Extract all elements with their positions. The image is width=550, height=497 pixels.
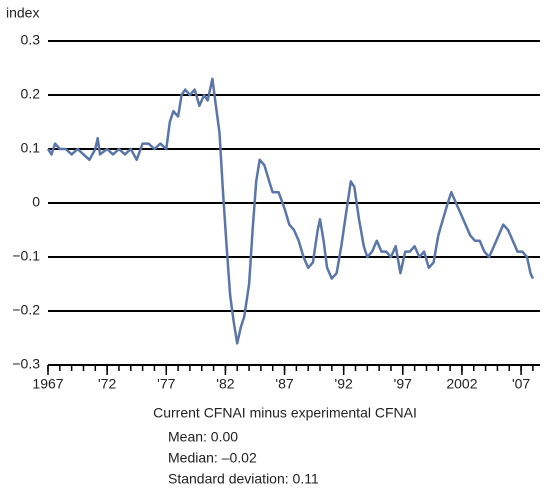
x-tick-label: 2002 [446, 376, 477, 392]
annotation: Standard deviation: 0.11 [168, 471, 319, 487]
data-line [46, 77, 535, 345]
x-tick-label: '97 [394, 376, 412, 392]
y-tick-label: −0.2 [12, 302, 40, 318]
x-tick-label: 1967 [32, 376, 63, 392]
y-tick-label: 0.2 [21, 86, 41, 102]
y-tick-label: −0.3 [12, 356, 40, 372]
x-tick-label: '07 [512, 376, 530, 392]
annotation: Mean: 0.00 [168, 429, 238, 445]
annotation: Current CFNAI minus experimental CFNAI [153, 405, 417, 421]
y-tick-label: 0.1 [21, 140, 41, 156]
y-tick-label: 0.3 [21, 32, 41, 48]
x-tick-label: '77 [157, 376, 175, 392]
x-tick-label: '92 [335, 376, 353, 392]
y-axis-label: index [6, 5, 39, 21]
x-tick-label: '82 [216, 376, 234, 392]
x-tick-label: '87 [275, 376, 293, 392]
y-tick-label: −0.1 [12, 248, 40, 264]
annotation: Median: –0.02 [168, 450, 257, 466]
x-tick-label: '72 [98, 376, 116, 392]
y-tick-label: 0 [32, 194, 40, 210]
